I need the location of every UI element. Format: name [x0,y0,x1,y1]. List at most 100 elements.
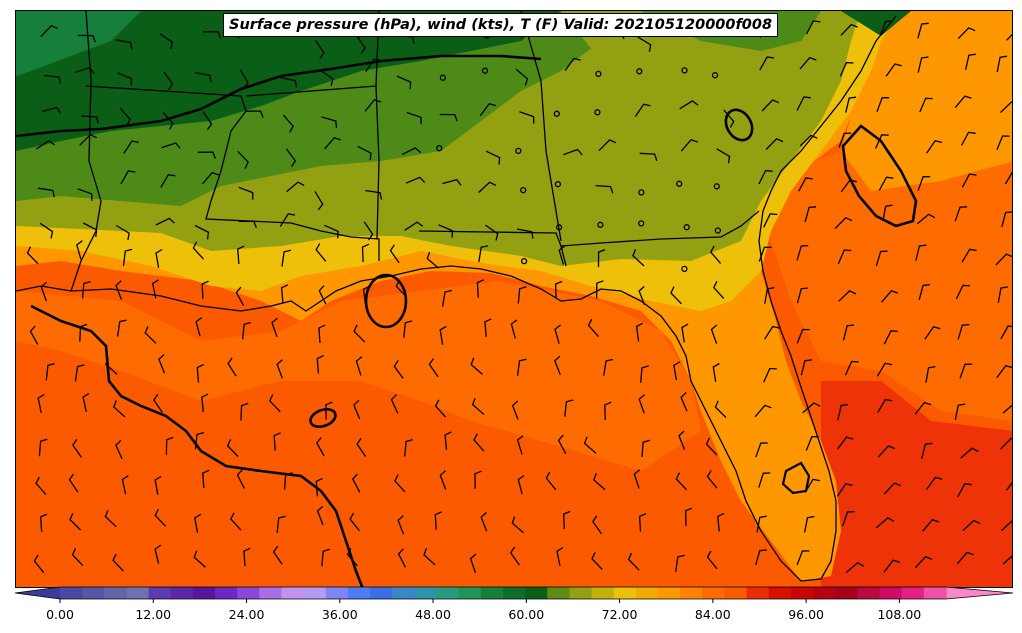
wind-barb [238,220,258,228]
wind-barb [996,135,1010,151]
colorbar-segment [591,587,615,599]
wind-barb [353,324,366,343]
wind-barb [919,97,933,113]
wind-barb [603,358,614,376]
wind-barb [995,253,1012,266]
wind-barb [485,224,499,241]
wind-barb [706,470,718,489]
wind-barb [269,394,281,413]
wind-barb [471,397,485,415]
wind-barb [426,251,440,269]
colorbar-segment [414,587,438,599]
colorbar-segment [879,587,903,599]
wind-barb [876,97,890,113]
calm-wind-marker [681,67,688,74]
calm-wind-marker [711,72,719,79]
colorbar-segment [60,587,83,599]
wind-barb [881,290,899,303]
wind-barb [428,358,439,378]
wind-barb [954,206,968,222]
wind-barb [473,433,485,452]
wind-barb [678,430,686,450]
state-border [70,11,760,292]
colorbar-segment [347,587,371,599]
wind-barb [162,111,174,130]
wind-barb [82,392,90,413]
wind-barb [954,403,966,421]
wind-barb [227,357,237,377]
wind-barb [235,286,245,307]
wind-barb [879,20,893,36]
wind-barb [836,436,854,450]
wind-barb [155,217,175,226]
wind-barb [276,515,286,533]
colorbar-tick-label: 24.00 [228,607,265,622]
wind-barb [43,74,62,85]
wind-barb [40,25,58,38]
wind-barb [926,140,943,154]
wind-barb [758,246,772,262]
wind-barb [202,469,210,489]
wind-barb [237,245,245,265]
wind-barb [604,401,612,420]
wind-barb [680,392,688,412]
wind-barb [119,107,131,126]
calm-wind-marker [636,68,643,75]
isobar [309,407,337,429]
colorbar-segment [370,587,393,599]
wind-barb [81,280,91,299]
wind-barb [680,138,698,152]
wind-barb [1000,101,1012,113]
colorbar-segment [82,587,105,599]
wind-barb [557,434,567,455]
wind-barb [845,96,857,113]
colorbar-segment [658,587,681,599]
wind-barb [121,475,129,495]
wind-barb [115,224,130,241]
wind-barb [395,279,408,298]
wind-barb [403,320,413,338]
wind-barb [914,401,932,415]
wind-barb [321,116,338,129]
wind-barb [706,550,718,570]
wind-barb [365,58,381,72]
wind-barb [914,556,933,569]
wind-barb [598,139,617,152]
wind-barb [1000,437,1012,450]
ocean-hot-region [821,381,1012,587]
wind-barb [675,472,688,491]
wind-barb [758,472,771,488]
wind-barb [627,552,640,571]
colorbar-segment [259,587,283,599]
wind-barb [511,400,519,420]
wind-barb [158,354,166,374]
colorbar-segment [569,587,593,599]
wind-barb [346,547,358,567]
wind-barb [957,482,972,498]
wind-barb [996,55,1008,73]
calm-wind-marker [597,221,604,228]
wind-barb [318,285,327,305]
wind-barb [563,148,583,156]
wind-barb [640,365,649,383]
wind-barb [558,245,566,265]
wind-barb [838,132,852,148]
wind-barb [434,399,447,418]
wind-barb [516,435,524,455]
wind-barb [239,69,249,89]
wind-barb [804,206,817,223]
wind-barb [915,244,927,261]
wind-barb [1002,555,1012,565]
wind-barb [197,151,217,159]
wind-barb [957,27,976,40]
wind-barb [712,362,720,382]
wind-barb [42,106,62,114]
wind-barb [921,442,933,459]
colorbar-segment [281,587,305,599]
wind-barb [961,248,977,263]
wind-barb [35,476,47,495]
wind-barb [564,399,574,417]
wind-barb [349,512,360,532]
wind-barb [153,393,163,413]
colorbar-segment [835,587,858,599]
